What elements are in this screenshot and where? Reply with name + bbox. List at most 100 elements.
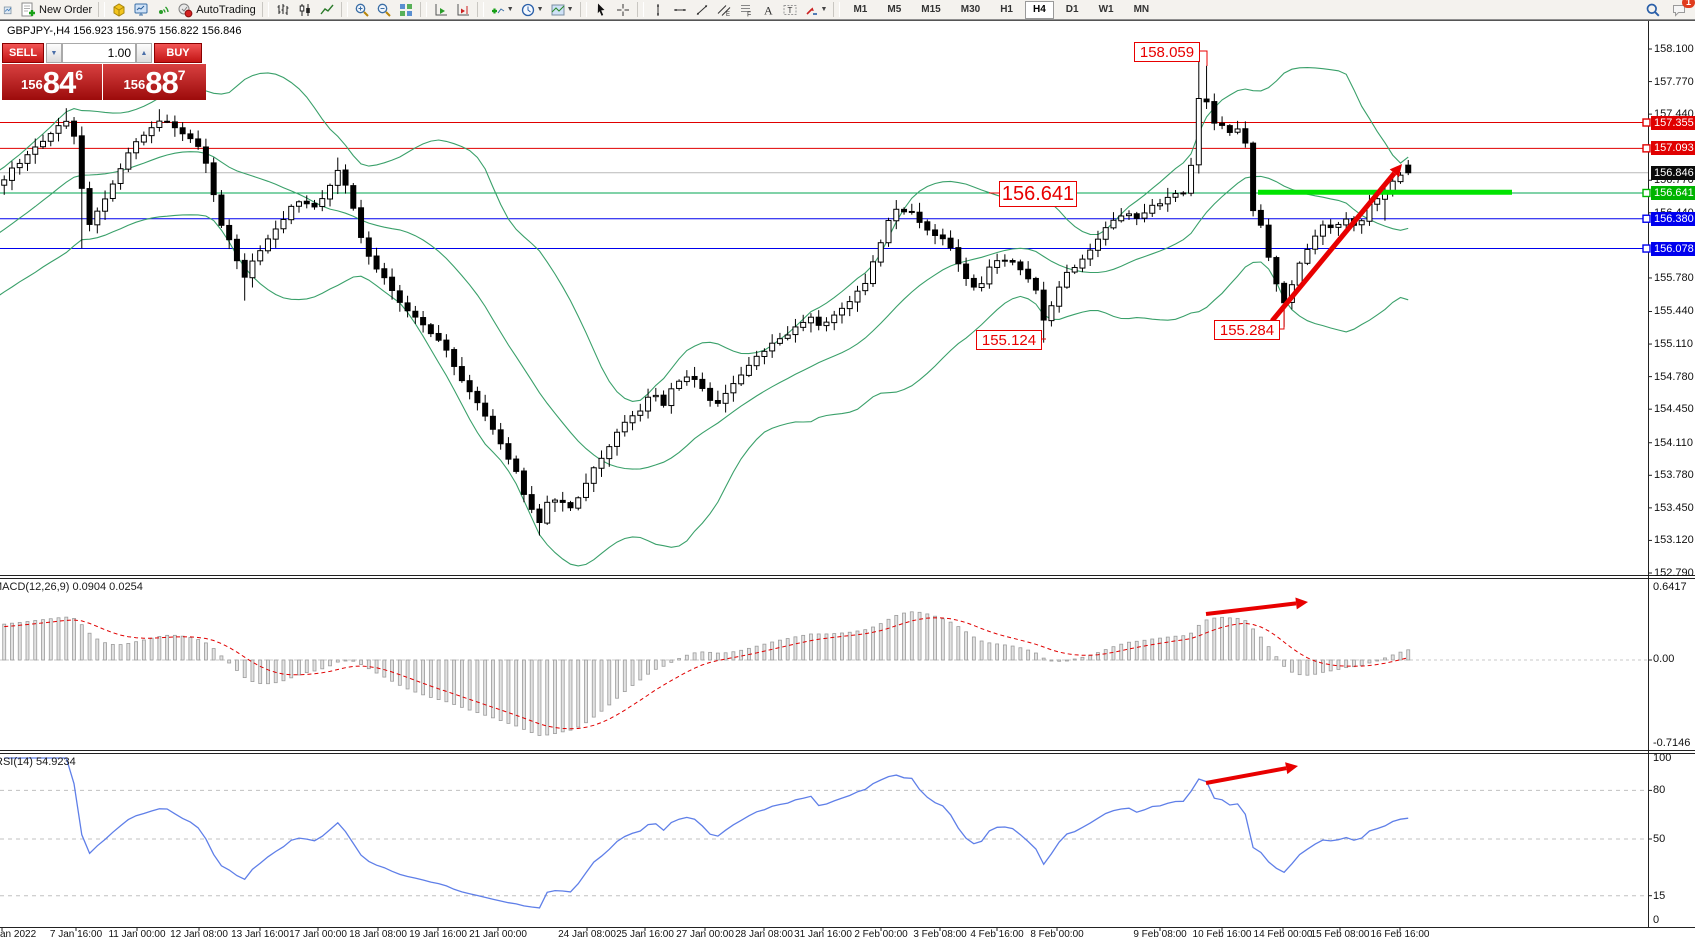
- toolbar-separator: [579, 2, 587, 17]
- buy-price-tile[interactable]: 156 88 7: [103, 64, 206, 100]
- channel-button[interactable]: E: [714, 1, 734, 18]
- hline-endpoint-marker[interactable]: [1642, 214, 1651, 223]
- periods-button[interactable]: ▼: [518, 1, 546, 18]
- y-axis-tick-label: 154.110: [1654, 436, 1693, 449]
- volume-input[interactable]: [62, 43, 136, 63]
- time-axis-label: 11 Jan 00:00: [108, 929, 166, 940]
- macd-rsi-splitter[interactable]: [0, 750, 1695, 751]
- market-watch-button[interactable]: [131, 1, 151, 18]
- timeframe-button-m30[interactable]: M30: [960, 3, 981, 15]
- hline-endpoint-marker[interactable]: [1642, 244, 1651, 253]
- macd-label-wrap: MACD(12,26,9) 0.0904 0.0254: [0, 581, 260, 595]
- tile-windows-button[interactable]: [396, 1, 416, 18]
- timeframe-button-m1[interactable]: M1: [853, 3, 868, 15]
- price-axis-label-156078: 156.078: [1651, 241, 1695, 256]
- templates-button[interactable]: ▼: [548, 1, 576, 18]
- trendline-button[interactable]: [692, 1, 712, 18]
- autotrading-button[interactable]: AutoTrading: [175, 1, 258, 18]
- timeframe-button-d1[interactable]: D1: [1065, 3, 1079, 15]
- price-axis-label-157355: 157.355: [1651, 115, 1695, 130]
- toolbar-separator: [340, 2, 348, 17]
- svg-text:F: F: [747, 11, 751, 18]
- time-axis-label: 3 Feb 08:00: [913, 929, 967, 940]
- timeframe-button-h1[interactable]: H1: [1000, 3, 1013, 15]
- sell-price-tile[interactable]: 156 84 6: [2, 64, 102, 100]
- label-button[interactable]: T: [780, 1, 800, 18]
- search-button[interactable]: [1643, 1, 1663, 18]
- rsi-scale-100: 100: [1653, 752, 1672, 764]
- time-axis-label: 16 Feb 16:00: [1370, 929, 1430, 940]
- line-chart-button[interactable]: [317, 1, 337, 18]
- history-button[interactable]: [109, 1, 129, 18]
- toolbar: New Order AutoTrading ▼ ▼ ▼ E F A T ▼ M1 M5 M15 M30 H1…: [0, 0, 1695, 20]
- horizontal-lines[interactable]: [0, 122, 1648, 250]
- time-axis-label: 13 Jan 16:00: [231, 929, 289, 940]
- volume-decrease-button[interactable]: ▼: [46, 43, 62, 63]
- fibonacci-button[interactable]: F: [736, 1, 756, 18]
- indicators-button[interactable]: ▼: [488, 1, 516, 18]
- arrows-button-dropdown-caret[interactable]: ▼: [820, 6, 828, 13]
- time-axis-label: 28 Jan 08:00: [735, 929, 793, 940]
- time-axis-label: 9 Feb 08:00: [1133, 929, 1187, 940]
- volume-increase-button[interactable]: ▲: [136, 43, 152, 63]
- zoom-out-button[interactable]: [374, 1, 394, 18]
- price-axis-label-156641: 156.641: [1651, 185, 1695, 200]
- buy-button[interactable]: BUY: [154, 43, 202, 63]
- autotrading-button-label: AutoTrading: [196, 3, 256, 16]
- y-axis-tick-label: 155.440: [1654, 305, 1694, 318]
- trend-arrow-macd[interactable]: [1205, 597, 1308, 616]
- indicators-button-dropdown-caret[interactable]: ▼: [506, 6, 514, 13]
- cursor-button[interactable]: [591, 1, 611, 18]
- main-macd-splitter[interactable]: [0, 575, 1695, 576]
- timeframe-button-m5[interactable]: M5: [887, 3, 902, 15]
- macd-scale-zero: 0.00: [1653, 653, 1675, 665]
- arrows-button[interactable]: ▼: [802, 1, 830, 18]
- templates-button-dropdown-caret[interactable]: ▼: [566, 6, 574, 13]
- trend-arrow-rsi[interactable]: [1205, 762, 1298, 785]
- auto-scroll-button[interactable]: [431, 1, 451, 18]
- time-axis-label: 27 Jan 00:00: [676, 929, 734, 940]
- text-button[interactable]: A: [758, 1, 778, 18]
- timeframe-button-w1[interactable]: W1: [1098, 3, 1114, 15]
- zoom-in-button[interactable]: [352, 1, 372, 18]
- chat-button[interactable]: 1: [1669, 0, 1695, 18]
- svg-text:E: E: [726, 12, 730, 18]
- new-order-button[interactable]: New Order: [18, 1, 94, 18]
- hline-endpoint-marker[interactable]: [1642, 188, 1651, 198]
- candlestick-chart-button[interactable]: [295, 1, 315, 18]
- timeframe-button-mn[interactable]: MN: [1133, 3, 1150, 15]
- y-axis-tick-label: 152.790: [1654, 566, 1694, 579]
- time-axis-label: 14 Feb 00:00: [1253, 929, 1313, 940]
- price-label-155284[interactable]: 155.284: [1214, 320, 1280, 340]
- macd-scale-top: 0.6417: [1653, 581, 1687, 593]
- buy-price-sup: 7: [177, 67, 186, 83]
- svg-text:A: A: [764, 3, 773, 17]
- hline-endpoint-marker[interactable]: [1642, 118, 1651, 127]
- crosshair-button[interactable]: [613, 1, 633, 18]
- sell-button[interactable]: SELL: [2, 43, 44, 63]
- vline-button[interactable]: [648, 1, 668, 18]
- rsi-scale-80: 80: [1653, 784, 1666, 797]
- hline-endpoint-marker[interactable]: [1642, 144, 1651, 153]
- hline-button[interactable]: [670, 1, 690, 18]
- y-axis-tick-label: 154.780: [1654, 370, 1694, 383]
- sell-price-big: 84: [42, 65, 76, 100]
- timeframe-button-h4[interactable]: H4: [1024, 0, 1054, 19]
- price-label-156641[interactable]: 156.641: [999, 181, 1077, 207]
- macd-label: MACD(12,26,9) 0.0904 0.0254: [0, 581, 143, 593]
- time-axis-label: 10 Feb 16:00: [1192, 929, 1252, 940]
- periods-button-dropdown-caret[interactable]: ▼: [536, 6, 544, 13]
- chart-shift-button[interactable]: [453, 1, 473, 18]
- signals-button[interactable]: [153, 1, 173, 18]
- buy-price-main: 156: [123, 77, 146, 92]
- y-axis-tick-label: 157.770: [1654, 75, 1694, 88]
- price-label-158059[interactable]: 158.059: [1134, 42, 1200, 62]
- time-axis-label: 15 Feb 08:00: [1310, 929, 1370, 940]
- price-label-155124[interactable]: 155.124: [976, 330, 1042, 350]
- timeframe-button-m15[interactable]: M15: [921, 3, 941, 15]
- toolbar-separator: [636, 2, 644, 17]
- time-axis-label: 4 Feb 16:00: [970, 929, 1024, 940]
- bar-chart-button[interactable]: [273, 1, 293, 18]
- trend-arrow-main[interactable]: [1270, 164, 1402, 323]
